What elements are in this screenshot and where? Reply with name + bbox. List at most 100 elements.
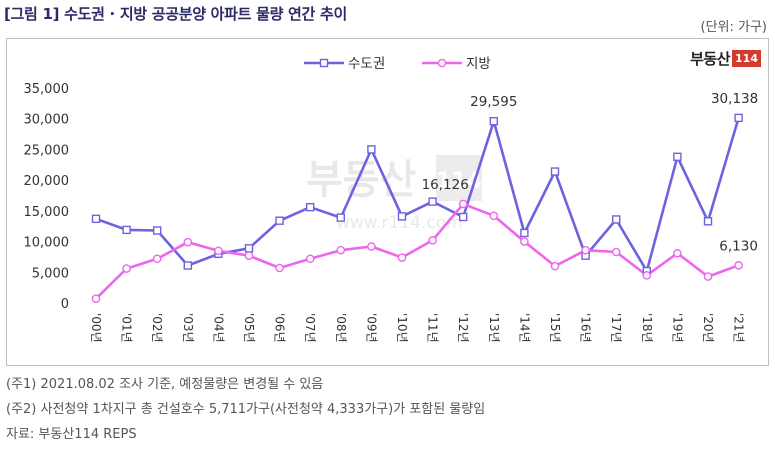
line-chart: 부동산 114 www.r114.com 0 5,000 10,000 15,000 2… xyxy=(24,56,759,343)
data-point xyxy=(581,245,590,255)
data-point xyxy=(397,212,407,221)
data-point xyxy=(612,215,621,224)
x-tick-label: '18년 xyxy=(640,313,654,343)
data-point xyxy=(367,242,376,251)
data-point xyxy=(703,272,713,281)
x-tick-label: '14년 xyxy=(517,313,531,343)
data-point xyxy=(734,113,743,123)
x-tick-label: '19년 xyxy=(670,313,684,343)
x-tick-label: '08년 xyxy=(334,313,348,343)
data-point xyxy=(550,261,560,271)
data-label: 29,595 xyxy=(470,94,517,110)
data-point xyxy=(642,271,652,280)
data-point xyxy=(122,225,131,235)
data-point xyxy=(550,167,560,176)
x-tick-label: '09년 xyxy=(364,313,378,343)
y-tick-label: 30,000 xyxy=(24,113,70,128)
y-axis: 0 5,000 10,000 15,000 20,000 25,000 30,000 35,0… xyxy=(24,82,70,312)
x-tick-label: '02년 xyxy=(150,313,164,343)
data-point xyxy=(734,261,743,270)
legend-label: 지방 xyxy=(466,56,491,72)
y-tick-label: 25,000 xyxy=(24,143,70,158)
legend-swatch-marker xyxy=(319,58,329,68)
legend: 수도권 지방 xyxy=(304,56,491,72)
data-labels: 29,595 30,138 16,126 6,130 xyxy=(422,91,759,254)
x-tick-label: '11년 xyxy=(426,313,440,343)
y-tick-label: 15,000 xyxy=(24,205,70,220)
x-tick-label: '20년 xyxy=(701,313,715,343)
watermark: 부동산 114 www.r114.com xyxy=(306,155,482,233)
data-point xyxy=(244,244,254,253)
data-point xyxy=(183,237,193,247)
x-tick-label: '05년 xyxy=(242,313,256,343)
data-point xyxy=(520,237,529,246)
unit-label: (단위: 가구) xyxy=(700,20,768,35)
data-label: 16,126 xyxy=(422,177,469,193)
data-label: 30,138 xyxy=(711,91,758,107)
series-line xyxy=(95,202,740,300)
x-tick-label: '16년 xyxy=(579,313,593,343)
data-point xyxy=(458,199,468,209)
data-point xyxy=(214,246,223,256)
watermark-url: www.r114.com xyxy=(336,213,463,233)
data-point xyxy=(459,212,468,222)
watermark-brand: 부동산 xyxy=(306,157,417,203)
data-point xyxy=(673,152,682,162)
data-point xyxy=(305,254,315,264)
data-point xyxy=(152,226,162,235)
x-tick-label: '01년 xyxy=(120,313,134,343)
data-label: 6,130 xyxy=(719,238,758,254)
data-point xyxy=(673,248,682,258)
data-point xyxy=(152,254,162,264)
data-point xyxy=(428,197,437,206)
data-point xyxy=(275,216,284,225)
legend-label: 수도권 xyxy=(348,56,385,72)
data-point xyxy=(122,264,131,273)
brand-logo: 부동산 114 xyxy=(690,48,761,69)
data-point xyxy=(367,145,376,154)
source-note: 자료: 부동산114 REPS xyxy=(6,427,137,442)
series-line xyxy=(95,117,740,273)
data-point xyxy=(397,253,407,262)
data-point xyxy=(306,202,315,212)
x-tick-label: '00년 xyxy=(89,313,103,343)
y-tick-label: 35,000 xyxy=(24,82,70,97)
legend-swatch-marker xyxy=(437,58,447,68)
x-tick-label: '07년 xyxy=(303,313,317,343)
data-point xyxy=(428,236,437,245)
footnote-1: (주1) 2021.08.02 조사 기준, 예정물량은 변경될 수 있음 xyxy=(6,377,324,392)
data-point xyxy=(336,245,346,255)
y-tick-label: 20,000 xyxy=(24,174,70,189)
x-tick-label: '10년 xyxy=(395,313,409,343)
data-point xyxy=(91,214,101,224)
data-point xyxy=(703,217,713,226)
logo-badge: 114 xyxy=(732,50,761,67)
footnote-2: (주2) 사전청약 1차지구 총 건설호수 5,711가구(사전청약 4,333… xyxy=(6,402,486,417)
x-axis: '00년 '01년 '02년 '03년 '04년 '05년 '06년 '07년 '08년 '09년… xyxy=(89,313,746,343)
data-point xyxy=(244,251,254,260)
logo-text: 부동산 xyxy=(690,50,731,68)
series-markers xyxy=(91,113,743,304)
x-tick-label: '15년 xyxy=(548,313,562,343)
footnotes: (주1) 2021.08.02 조사 기준, 예정물량은 변경될 수 있음 (주… xyxy=(6,376,485,451)
x-tick-label: '03년 xyxy=(181,313,195,343)
data-point xyxy=(91,294,101,304)
y-tick-label: 0 xyxy=(61,297,69,312)
x-tick-label: '04년 xyxy=(211,313,225,343)
x-tick-label: '06년 xyxy=(273,313,287,343)
data-point xyxy=(489,117,498,126)
y-tick-label: 5,000 xyxy=(32,266,69,281)
data-point xyxy=(611,247,621,257)
data-point xyxy=(520,228,529,238)
x-tick-label: '21년 xyxy=(732,313,746,343)
data-point xyxy=(183,261,193,270)
x-tick-label: '12년 xyxy=(456,313,470,343)
chart-title: [그림 1] 수도권 · 지방 공공분양 아파트 물량 연간 추이 xyxy=(4,5,347,23)
data-point xyxy=(489,211,499,221)
y-tick-label: 10,000 xyxy=(24,236,70,251)
data-point xyxy=(275,263,284,273)
chart-frame xyxy=(6,38,769,366)
x-tick-label: '13년 xyxy=(487,313,501,343)
x-tick-label: '17년 xyxy=(609,313,623,343)
data-point xyxy=(336,213,345,222)
